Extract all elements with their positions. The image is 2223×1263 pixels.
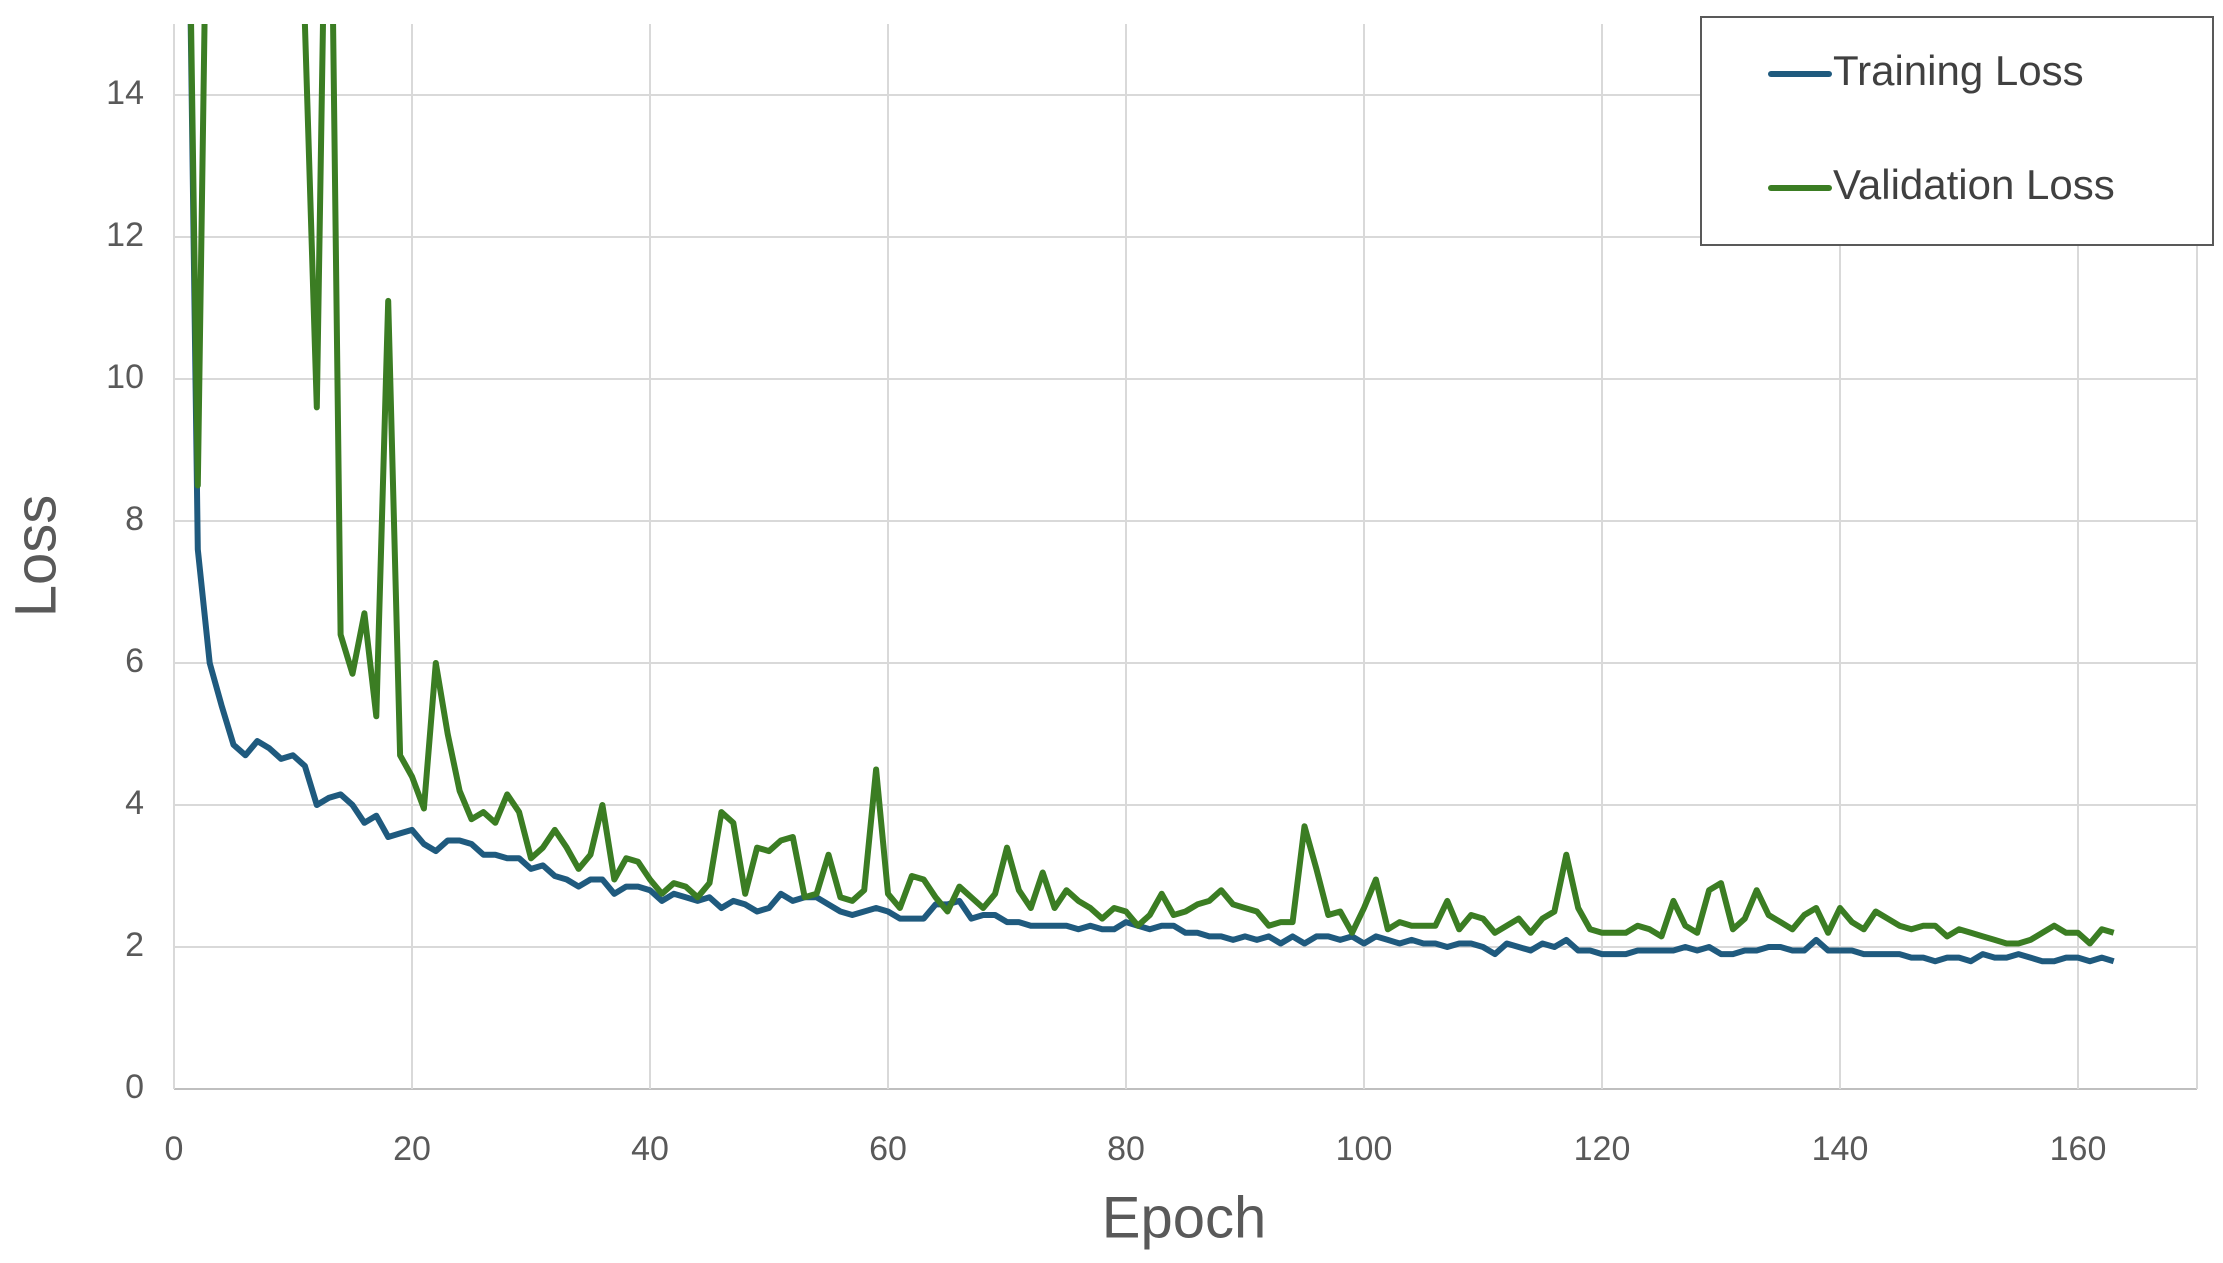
x-tick-label: 40 (631, 1130, 669, 1168)
y-tick-label: 8 (125, 500, 144, 538)
y-tick-label: 0 (125, 1068, 144, 1106)
legend-label: Validation Loss (1833, 161, 2115, 208)
y-tick-label: 4 (125, 784, 144, 822)
legend: Training Loss Validation Loss (1700, 16, 2214, 246)
y-tick-label: 6 (125, 642, 144, 680)
y-axis-title: Loss (3, 495, 68, 618)
x-tick-label: 80 (1107, 1130, 1145, 1168)
y-tick-label: 12 (106, 216, 144, 254)
legend-label: Training Loss (1833, 47, 2084, 94)
x-tick-label: 160 (2050, 1130, 2107, 1168)
y-tick-label: 10 (106, 358, 144, 396)
x-tick-label: 20 (393, 1130, 431, 1168)
x-tick-label: 100 (1336, 1130, 1393, 1168)
y-tick-label: 2 (125, 926, 144, 964)
legend-box (1700, 16, 2214, 246)
plot-area (187, 24, 2115, 965)
y-tick-label: 14 (106, 74, 144, 112)
series-line (188, 24, 2115, 947)
x-tick-label: 120 (1574, 1130, 1631, 1168)
series-line (187, 24, 2115, 965)
x-tick-label: 0 (165, 1130, 184, 1168)
x-tick-label: 60 (869, 1130, 907, 1168)
x-axis-title: Epoch (1102, 1185, 1266, 1250)
x-tick-label: 140 (1812, 1130, 1869, 1168)
